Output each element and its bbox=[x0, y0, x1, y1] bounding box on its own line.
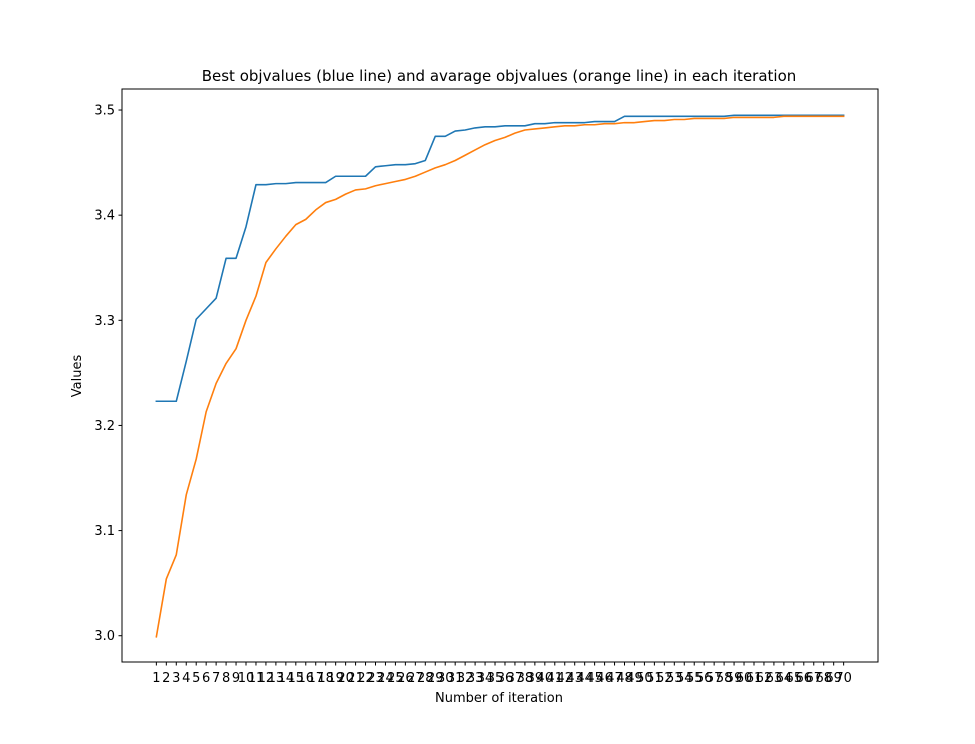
y-tick-label: 3.2 bbox=[94, 419, 115, 434]
x-tick-label: 33 bbox=[467, 671, 484, 686]
y-tick-label: 3.0 bbox=[94, 629, 115, 644]
y-axis: 3.0 3.1 3.2 3.3 3.4 3.5 bbox=[94, 104, 122, 644]
x-tick-label: 25 bbox=[387, 671, 404, 686]
x-tick-label: 27 bbox=[407, 671, 424, 686]
x-tick-label: 23 bbox=[367, 671, 384, 686]
x-tick-label: 24 bbox=[377, 671, 394, 686]
x-tick-label: 48 bbox=[616, 671, 633, 686]
x-tick-label: 40 bbox=[537, 671, 554, 686]
x-tick-label: 31 bbox=[447, 671, 464, 686]
x-tick-label: 26 bbox=[397, 671, 414, 686]
x-axis: 1 2 3 4 5 6 7 8 91011121314151617181920212223242… bbox=[152, 662, 852, 686]
x-tick-label: 54 bbox=[676, 671, 693, 686]
x-tick-label: 30 bbox=[437, 671, 454, 686]
x-tick-label: 65 bbox=[786, 671, 803, 686]
x-tick-label: 17 bbox=[307, 671, 324, 686]
x-tick-label: 14 bbox=[278, 671, 295, 686]
x-tick-label: 55 bbox=[686, 671, 703, 686]
x-tick-label: 6 bbox=[202, 671, 210, 686]
x-tick-label: 1 bbox=[152, 671, 160, 686]
x-tick-label: 21 bbox=[347, 671, 364, 686]
x-tick-label: 41 bbox=[547, 671, 564, 686]
x-tick-label: 36 bbox=[497, 671, 514, 686]
y-axis-label: Values bbox=[70, 355, 85, 398]
x-tick-label: 3 bbox=[172, 671, 180, 686]
x-tick-label: 4 bbox=[182, 671, 190, 686]
x-tick-label: 5 bbox=[192, 671, 200, 686]
y-tick-label: 3.5 bbox=[94, 104, 115, 119]
x-tick-label: 43 bbox=[566, 671, 583, 686]
x-tick-label: 37 bbox=[507, 671, 524, 686]
x-tick-label: 29 bbox=[427, 671, 444, 686]
x-tick-label: 38 bbox=[517, 671, 534, 686]
x-tick-label: 45 bbox=[586, 671, 603, 686]
x-tick-label: 22 bbox=[357, 671, 374, 686]
x-tick-label: 8 bbox=[222, 671, 230, 686]
x-tick-label: 32 bbox=[457, 671, 474, 686]
x-tick-label: 46 bbox=[596, 671, 613, 686]
x-tick-label: 2 bbox=[162, 671, 170, 686]
x-tick-label: 69 bbox=[825, 671, 842, 686]
x-tick-label: 51 bbox=[646, 671, 663, 686]
y-tick-label: 3.4 bbox=[94, 209, 115, 224]
x-tick-label: 64 bbox=[776, 671, 793, 686]
x-tick-label: 20 bbox=[337, 671, 354, 686]
series-line-2 bbox=[155, 115, 845, 638]
x-tick-label: 63 bbox=[766, 671, 783, 686]
x-tick-label: 53 bbox=[666, 671, 683, 686]
x-tick-label: 39 bbox=[527, 671, 544, 686]
x-tick-label: 50 bbox=[636, 671, 653, 686]
x-tick-label: 59 bbox=[726, 671, 743, 686]
plot-frame bbox=[121, 88, 879, 663]
x-tick-label: 12 bbox=[258, 671, 275, 686]
x-tick-label: 49 bbox=[626, 671, 643, 686]
x-tick-label: 66 bbox=[796, 671, 813, 686]
y-tick-label: 3.1 bbox=[94, 524, 115, 539]
x-tick-label: 52 bbox=[656, 671, 673, 686]
x-tick-label: 57 bbox=[706, 671, 723, 686]
x-tick-label: 70 bbox=[835, 671, 852, 686]
x-tick-label: 42 bbox=[556, 671, 573, 686]
x-tick-label: 19 bbox=[327, 671, 344, 686]
x-tick-label: 15 bbox=[288, 671, 305, 686]
x-tick-label: 34 bbox=[477, 671, 494, 686]
x-tick-label: 60 bbox=[736, 671, 753, 686]
x-tick-label: 67 bbox=[805, 671, 822, 686]
x-tick-label: 44 bbox=[576, 671, 593, 686]
x-tick-label: 47 bbox=[606, 671, 623, 686]
x-tick-label: 9 bbox=[232, 671, 240, 686]
x-tick-label: 56 bbox=[696, 671, 713, 686]
series-line-1 bbox=[155, 114, 845, 403]
x-tick-label: 10 bbox=[238, 671, 255, 686]
x-tick-label: 18 bbox=[317, 671, 334, 686]
x-tick-label: 62 bbox=[756, 671, 773, 686]
x-tick-label: 13 bbox=[268, 671, 285, 686]
x-axis-label: Number of iteration bbox=[435, 691, 563, 706]
x-tick-label: 68 bbox=[815, 671, 832, 686]
chart-title: Best objvalues (blue line) and avarage o… bbox=[202, 67, 797, 85]
x-tick-label: 61 bbox=[746, 671, 763, 686]
y-tick-label: 3.3 bbox=[94, 314, 115, 329]
x-tick-label: 28 bbox=[417, 671, 434, 686]
x-tick-label: 58 bbox=[716, 671, 733, 686]
x-tick-label: 7 bbox=[212, 671, 220, 686]
x-tick-label: 11 bbox=[248, 671, 265, 686]
x-tick-label: 16 bbox=[297, 671, 314, 686]
x-tick-label: 35 bbox=[487, 671, 504, 686]
series-layer bbox=[155, 114, 845, 638]
plot-area: 3.03.13.23.33.43.5 1 2 3 4 5 6 7 8 9101112131415… bbox=[94, 88, 879, 686]
